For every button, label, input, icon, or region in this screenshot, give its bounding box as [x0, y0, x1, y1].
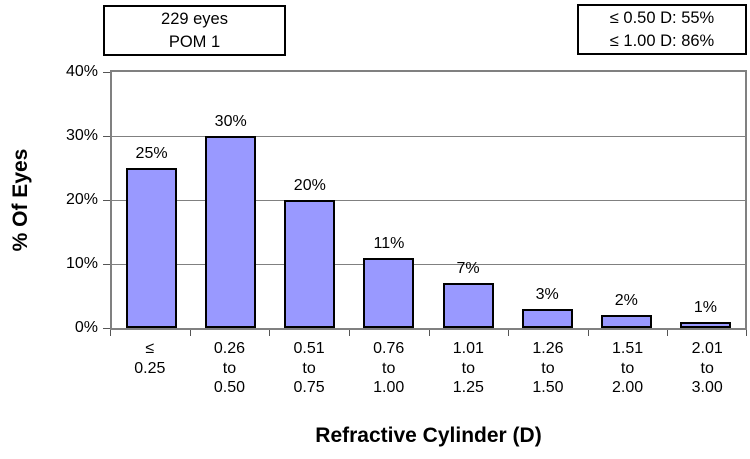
bar [521, 308, 573, 328]
gridline [112, 264, 745, 265]
category-slot: 3% [508, 72, 587, 328]
summary-stats-box: ≤ 0.50 D: 55% ≤ 1.00 D: 86% [577, 4, 747, 55]
x-category-line: 0.75 [293, 379, 325, 397]
y-tick-label: 30% [65, 127, 98, 144]
bar-value-label: 3% [535, 285, 559, 303]
x-tick-mark [746, 330, 747, 336]
category-slot: 11% [349, 72, 428, 328]
bar [284, 200, 336, 328]
y-tick-label: 10% [65, 255, 98, 272]
visit-label: POM 1 [168, 32, 221, 51]
x-category-line: to [700, 359, 714, 377]
x-category-line: 1.51 [611, 340, 644, 357]
bar-value-label: 30% [214, 113, 247, 130]
bar-value-label: 11% [373, 234, 405, 252]
x-category-line: 1.26 [532, 340, 564, 357]
x-tick-mark [269, 330, 271, 336]
category-slot: 1% [666, 72, 745, 328]
x-category-line: 0.51 [293, 340, 325, 357]
y-tick-mark [103, 264, 110, 265]
bar-value-label: 7% [456, 260, 480, 278]
x-category-line: to [620, 359, 635, 377]
summary-stat-1: ≤ 0.50 D: 55% [609, 9, 715, 28]
y-tick-mark [103, 200, 110, 201]
x-category-line: 3.00 [691, 379, 723, 397]
x-tick-mark [508, 330, 510, 336]
x-category-line: ≤ [145, 340, 155, 357]
x-tick-mark [348, 330, 350, 336]
category-slot: 2% [587, 72, 666, 328]
x-axis-title: Refractive Cylinder (D) [315, 424, 542, 447]
x-category-label: 0.51 to 0.75 [269, 339, 349, 398]
bar-value-label: 20% [293, 177, 326, 194]
x-tick-mark [667, 330, 669, 336]
x-category-label: 0.76 to 1.00 [349, 339, 429, 398]
y-tick-mark [103, 328, 110, 329]
sample-size-label: 229 eyes [161, 10, 228, 29]
y-tick-label: 0% [74, 319, 98, 336]
y-tick-mark [103, 72, 110, 73]
x-category-line: to [461, 359, 475, 377]
bar-series: 25% 30% 20% 11% 7% 3% 2% 1% [112, 72, 745, 328]
x-category-line: 0.50 [213, 379, 245, 397]
x-category-line: 1.50 [532, 379, 564, 397]
summary-stat-2: ≤ 1.00 D: 86% [609, 31, 715, 50]
y-axis-title: % Of Eyes [9, 148, 32, 252]
x-category-label: 1.51 to 2.00 [588, 339, 668, 398]
x-category-line: to [541, 359, 555, 377]
x-tick-mark [189, 330, 191, 336]
y-tick-mark [103, 136, 110, 137]
bar-value-label: 25% [135, 145, 168, 162]
x-category-label: 1.26 to 1.50 [508, 339, 588, 398]
y-tick-label: 40% [65, 63, 98, 80]
x-category-label: ≤0.25 [110, 339, 190, 378]
x-tick-mark [587, 330, 589, 336]
bar-value-label: 2% [614, 292, 638, 310]
x-category-line: 1.01 [452, 340, 484, 357]
x-category-line: 2.00 [611, 379, 644, 397]
x-category-line: 2.01 [691, 340, 723, 357]
x-tick-mark [110, 330, 111, 336]
x-category-label: 2.01 to 3.00 [667, 339, 747, 398]
gridline [112, 136, 745, 137]
plot-area: 25% 30% 20% 11% 7% 3% 2% 1% [110, 70, 747, 330]
x-category-line: 1.25 [452, 379, 484, 397]
y-tick-label: 20% [65, 191, 98, 208]
bar [205, 136, 257, 328]
sample-info-box: 229 eyes POM 1 [103, 5, 286, 56]
x-category-line: to [222, 359, 237, 377]
x-category-line: to [382, 359, 396, 377]
bar [126, 168, 178, 328]
category-slot: 30% [191, 72, 270, 328]
x-category-line: 1.00 [373, 379, 405, 397]
x-category-label: 1.01 to 1.25 [429, 339, 509, 398]
x-category-line: 0.26 [213, 340, 245, 357]
x-tick-mark [428, 330, 430, 336]
x-category-line: 0.76 [373, 340, 405, 357]
bar [679, 321, 731, 328]
category-slot: 7% [429, 72, 508, 328]
bar-value-label: 1% [693, 298, 717, 316]
bar [600, 315, 652, 328]
x-category-line: to [302, 359, 316, 377]
category-slot: 20% [270, 72, 349, 328]
bar [363, 257, 415, 328]
x-category-label: 0.26 to 0.50 [190, 339, 270, 398]
gridline [112, 200, 745, 201]
category-slot: 25% [112, 72, 191, 328]
bar [442, 283, 494, 328]
x-category-line: 0.25 [134, 359, 166, 377]
